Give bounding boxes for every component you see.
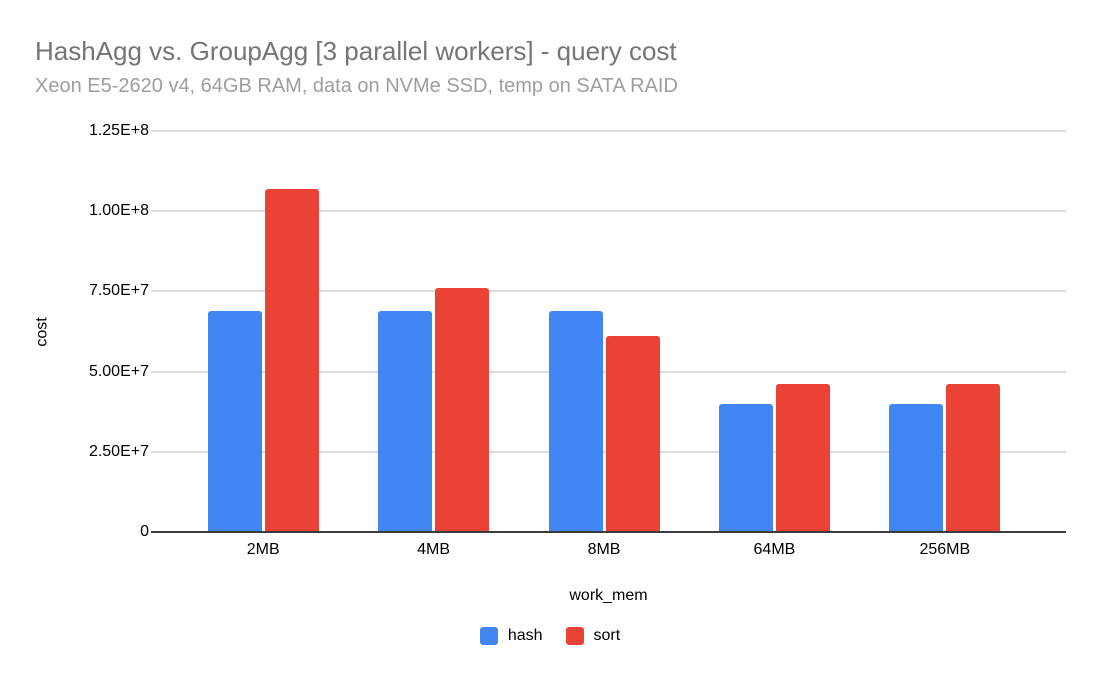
bar-hash-8MB: [548, 311, 603, 532]
legend-item-sort: sort: [565, 627, 621, 645]
plot-area: [151, 130, 1066, 533]
gridline: [151, 130, 1066, 132]
bar-sort-8MB: [605, 336, 660, 532]
x-axis-tick-labels: 2MB 4MB 8MB 64MB 256MB: [178, 540, 1030, 560]
legend-swatch-sort: [565, 627, 584, 645]
legend: hash sort: [0, 627, 1100, 645]
legend-item-hash: hash: [479, 627, 543, 645]
bar-hash-256MB: [889, 404, 944, 532]
x-tick-label-256MB: 256MB: [919, 541, 971, 558]
bar-group-4MB: [348, 131, 518, 532]
legend-label-hash: hash: [507, 627, 543, 644]
bars-region: [178, 131, 1030, 532]
y-tick-label: 7.50E+7: [88, 282, 149, 300]
bar-sort-256MB: [946, 384, 1001, 532]
chart-title: HashAgg vs. GroupAgg [3 parallel workers…: [35, 36, 677, 66]
y-tick-label: 5.00E+7: [88, 362, 149, 380]
legend-swatch-hash: [479, 627, 498, 645]
bar-sort-2MB: [264, 189, 319, 532]
legend-label-sort: sort: [593, 627, 621, 644]
bar-group-8MB: [519, 131, 689, 532]
x-tick-label-2MB: 2MB: [246, 541, 280, 558]
y-tick-label: 1.25E+8: [88, 122, 149, 139]
y-tick-label: 1.00E+8: [88, 202, 149, 220]
y-axis-title: cost: [28, 131, 58, 532]
gridline: [151, 210, 1066, 213]
bar-sort-4MB: [435, 288, 490, 532]
y-tick-label: 2.50E+7: [88, 442, 149, 460]
bar-sort-64MB: [775, 384, 830, 532]
y-tick-label: 0: [140, 523, 149, 540]
x-tick-label-4MB: 4MB: [417, 541, 451, 558]
x-tick-label-64MB: 64MB: [753, 541, 796, 558]
bar-hash-4MB: [378, 311, 433, 532]
x-tick-label-8MB: 8MB: [587, 541, 621, 558]
bar-group-2MB: [178, 131, 348, 532]
bar-hash-2MB: [207, 311, 262, 532]
y-axis-title-text: cost: [34, 316, 51, 347]
x-axis-title: work_mem: [569, 587, 648, 604]
bar-hash-64MB: [718, 404, 773, 532]
x-axis-line: [151, 531, 1066, 533]
gridline: [151, 290, 1066, 293]
chart-subtitle: Xeon E5-2620 v4, 64GB RAM, data on NVMe …: [35, 75, 678, 97]
bar-group-256MB: [860, 131, 1030, 532]
bar-group-64MB: [689, 131, 859, 532]
